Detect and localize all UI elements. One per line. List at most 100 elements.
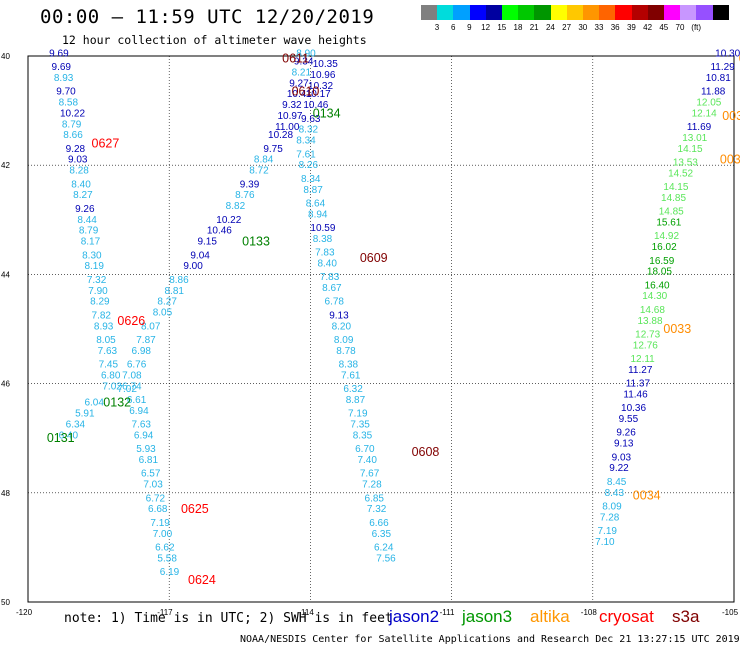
wave-height-label: 11.88 (701, 86, 726, 97)
wave-height-label: 11.69 (687, 122, 712, 133)
wave-height-label: 7.83 (315, 248, 335, 259)
wave-height-label: 7.35 (350, 420, 370, 431)
wave-height-label: 9.00 (183, 261, 203, 272)
wave-height-label: 10.59 (310, 223, 335, 234)
wave-height-label: 14.52 (668, 168, 693, 179)
map-plot: 40 42 44 46 48 50 -120 -117 -114 -111 -108 -105 9.69… (1, 48, 740, 617)
wave-height-label: 7.03 (143, 480, 163, 491)
pass-time-label: 0611 (282, 52, 309, 66)
wave-height-label: 6.72 (146, 493, 166, 504)
page-subtitle: 12 hour collection of altimeter wave hei… (62, 33, 367, 47)
scale-swatch (550, 5, 567, 20)
wave-height-label: 7.00 (153, 529, 173, 540)
wave-height-label: 7.87 (136, 335, 156, 346)
legend-jason2: jason2 (389, 607, 440, 626)
wave-height-label: 9.13 (614, 439, 634, 450)
scale-label: 12 (481, 23, 491, 32)
wave-height-label: 10.36 (621, 403, 646, 414)
wave-height-label: 6.80 (101, 370, 121, 381)
pass-time-label: 00 (739, 52, 740, 66)
wave-height-label: 9.03 (612, 452, 632, 463)
wave-height-label: 6.66 (369, 518, 389, 529)
wave-height-label: 7.40 (357, 455, 377, 466)
wave-height-label: 6.76 (127, 359, 147, 370)
wave-height-label: 10.22 (60, 108, 85, 119)
scale-label: 27 (562, 23, 572, 32)
wave-height-label: 7.83 (320, 272, 340, 283)
pass-time-label: 0625 (181, 502, 209, 516)
wave-height-label: 8.34 (296, 136, 316, 147)
wave-height-label: 9.26 (75, 204, 95, 215)
scale-label: 6 (450, 23, 456, 32)
scale-swatch (696, 5, 713, 20)
wave-height-label: 14.30 (642, 291, 667, 302)
wave-height-label: 5.93 (136, 444, 156, 455)
wave-height-label: 8.09 (334, 335, 354, 346)
wave-height-label: 9.13 (329, 310, 349, 321)
scale-swatch (421, 5, 438, 20)
wave-height-label: 8.20 (332, 321, 352, 332)
pass-time-label: 0608 (412, 445, 440, 459)
wave-height-label: 8.38 (339, 359, 359, 370)
wave-height-label: 7.90 (88, 286, 108, 297)
pass-time-label: 0624 (188, 573, 216, 587)
wave-height-label: 9.03 (68, 155, 88, 166)
wave-height-label: 7.28 (362, 480, 382, 491)
wave-height-label: 10.41 (287, 89, 312, 100)
wave-height-label: 8.90 (296, 48, 316, 59)
scale-swatch (615, 5, 632, 20)
wave-height-label: 6.35 (372, 529, 392, 540)
wave-height-label: 7.10 (595, 537, 615, 548)
wave-height-label: 16.59 (649, 256, 674, 267)
wave-height-label: 6.32 (343, 384, 363, 395)
scale-label: 30 (578, 23, 588, 32)
pass-time-label: 0033 (663, 322, 691, 336)
wave-height-label: 9.75 (263, 144, 283, 155)
lat-tick-label: 44 (1, 270, 10, 279)
wave-height-label: 9.69 (49, 48, 69, 59)
wave-height-label: 10.81 (706, 73, 731, 84)
scale-swatch (437, 5, 454, 20)
wave-height-label: 10.96 (310, 70, 335, 81)
wave-height-label: 10.35 (313, 59, 338, 70)
scale-swatch (680, 5, 697, 20)
wave-height-label: 13.53 (673, 157, 698, 168)
wave-height-label: 10.32 (308, 81, 333, 92)
lon-tick-label: -114 (298, 608, 314, 617)
wave-height-label: 8.38 (313, 234, 333, 245)
wave-height-label: 8.94 (308, 209, 328, 220)
wave-height-label: 9.34 (294, 56, 314, 67)
lat-tick-label: 50 (1, 598, 10, 607)
wave-height-label: 8.28 (69, 166, 89, 177)
scale-label: 70 (675, 23, 685, 32)
wave-height-label: 8.86 (169, 275, 189, 286)
wave-height-label: 6.81 (139, 455, 159, 466)
scale-label: 15 (497, 23, 507, 32)
wave-height-label: 8.30 (82, 250, 102, 261)
legend-cryosat: cryosat (599, 607, 654, 626)
wave-height-label: 8.43 (605, 488, 625, 499)
wave-height-label: 6.78 (325, 297, 345, 308)
wave-height-label: 14.92 (654, 231, 679, 242)
pass-time-label: 0610 (292, 84, 320, 98)
wave-height-label: 7.82 (92, 310, 112, 321)
wave-height-label: 9.28 (66, 144, 86, 155)
wave-height-label: 7.19 (348, 409, 368, 420)
scale-label: 45 (659, 23, 669, 32)
legend-jason3: jason3 (462, 607, 513, 626)
legend-altika: altika (530, 607, 570, 626)
scale-label: 39 (626, 23, 636, 32)
wave-height-label: 11.29 (710, 62, 735, 73)
wave-height-label: 8.27 (157, 297, 177, 308)
wave-height-label: 10.28 (268, 130, 293, 141)
pass-time-label: 0133 (242, 235, 270, 249)
pass-time-label: 0132 (103, 396, 131, 410)
scale-label: 24 (545, 23, 555, 32)
scale-label: (ft) (691, 23, 702, 32)
wave-height-label: 13.88 (638, 316, 663, 327)
wave-height-label: 9.04 (190, 250, 210, 261)
lat-tick-label: 46 (1, 380, 10, 389)
pass-time-label: 0134 (313, 106, 341, 120)
wave-height-label: 11.27 (628, 365, 653, 376)
